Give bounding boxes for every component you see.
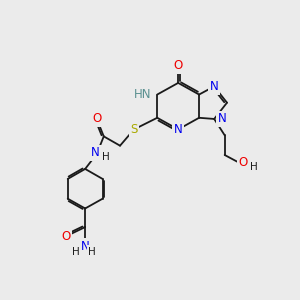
Text: O: O: [238, 156, 248, 169]
Text: H: H: [102, 152, 110, 162]
Text: O: O: [61, 230, 70, 243]
Text: O: O: [173, 59, 183, 72]
Text: HN: HN: [134, 88, 152, 101]
Text: H: H: [250, 162, 258, 172]
Text: N: N: [81, 240, 89, 253]
Text: H: H: [73, 247, 80, 257]
Text: N: N: [218, 112, 226, 125]
Text: S: S: [130, 123, 138, 136]
Text: O: O: [92, 112, 101, 125]
Text: H: H: [88, 247, 96, 257]
Text: N: N: [91, 146, 100, 159]
Text: N: N: [210, 80, 219, 93]
Text: N: N: [174, 123, 182, 136]
